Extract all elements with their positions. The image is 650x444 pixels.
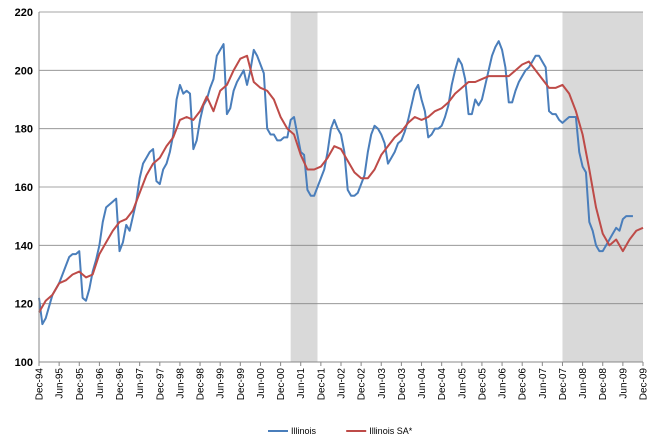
gridlines: [39, 11, 643, 305]
series-line-0: [38, 40, 633, 326]
x-tick-label: Dec-05: [477, 368, 488, 401]
series-line-1: [38, 54, 644, 313]
x-tick-label: Dec-06: [518, 368, 529, 401]
y-tick-label: 200: [15, 65, 33, 77]
y-tick-label: 100: [15, 357, 33, 369]
y-tick-label: 140: [15, 240, 33, 252]
x-tick-label: Dec-97: [155, 368, 166, 401]
x-tick-label: Jun-04: [417, 368, 428, 399]
x-tick-label: Dec-94: [35, 368, 46, 401]
x-tick-label: Jun-06: [498, 368, 509, 399]
x-tick-label: Dec-99: [236, 368, 247, 401]
x-tick-label: Jun-00: [256, 368, 267, 399]
x-tick-label: Dec-98: [196, 368, 207, 401]
x-tick-label: Jun-97: [135, 368, 146, 399]
x-tick-label: Jun-96: [95, 368, 106, 399]
x-tick-label: Dec-01: [316, 368, 327, 401]
x-tick-label: Jun-99: [216, 368, 227, 399]
x-tick-label: Jun-07: [538, 368, 549, 399]
x-tick-label: Jun-02: [337, 368, 348, 399]
x-tick-label: Dec-03: [397, 368, 408, 401]
x-tick-label: Jun-05: [457, 368, 468, 399]
y-tick-label: 220: [15, 7, 33, 19]
x-tick-label: Dec-00: [276, 368, 287, 401]
x-tick-label: Dec-09: [639, 368, 650, 401]
x-tick-labels: Dec-94 Jun-95 Dec-95 Jun-96 Dec-96 Jun-97 Dec-…: [35, 368, 650, 401]
x-tick-label: Jun-95: [55, 368, 66, 399]
x-tick-label: Dec-07: [558, 368, 569, 401]
x-tick-label: Jun-03: [377, 368, 388, 399]
x-tick-label: Dec-95: [75, 368, 86, 401]
legend: Illinois Illinois SA*: [268, 426, 413, 436]
x-tick-label: Dec-04: [437, 368, 448, 401]
y-tick-labels: 100 120 140 160 180 200 220: [15, 7, 33, 369]
x-tick-label: Dec-96: [115, 368, 126, 401]
x-tick-label: Jun-01: [296, 368, 307, 399]
x-tick-label: Jun-08: [578, 368, 589, 399]
axes: [38, 12, 644, 366]
x-tick-label: Dec-08: [598, 368, 609, 401]
x-tick-label: Jun-09: [618, 368, 629, 399]
y-tick-label: 160: [15, 182, 33, 194]
series-layer: [38, 40, 644, 326]
y-tick-label: 120: [15, 299, 33, 311]
x-tick-label: Dec-02: [357, 368, 368, 401]
legend-label-1: Illinois SA*: [369, 426, 413, 436]
legend-label-0: Illinois: [291, 426, 317, 436]
y-tick-label: 180: [15, 124, 33, 136]
x-tick-label: Jun-98: [175, 368, 186, 399]
